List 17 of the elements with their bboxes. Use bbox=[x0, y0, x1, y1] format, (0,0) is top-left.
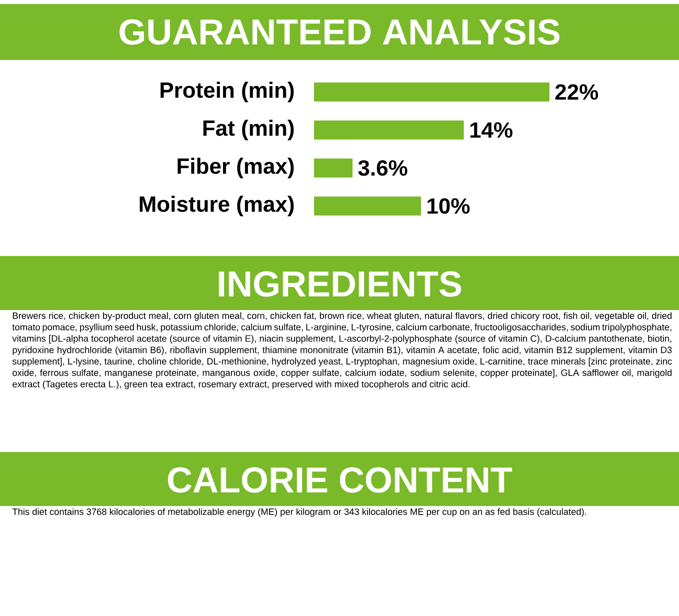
bar bbox=[314, 82, 550, 102]
data-label: 22% bbox=[555, 84, 598, 100]
text: This diet contains 3768 kilocalories of metabolizable energy (ME) per kilogram or 343 kilocalories ME per cup on an as fed basis (calculated). bbox=[12, 508, 586, 517]
bar bbox=[314, 196, 422, 216]
y-tick-label: Moisture (max) bbox=[140, 196, 294, 216]
bar bbox=[314, 120, 464, 140]
y-tick-label: Fiber (max) bbox=[178, 158, 294, 178]
data-label: 3.6% bbox=[358, 160, 408, 176]
y-tick-label: Protein (min) bbox=[160, 82, 294, 102]
data-label: 14% bbox=[470, 122, 512, 138]
text: CALORIE CONTENT bbox=[168, 467, 512, 493]
bar bbox=[314, 158, 353, 178]
chart-title: GUARANTEED ANALYSIS bbox=[120, 19, 560, 45]
text: Brewers rice, chicken by-product meal, corn gluten meal, corn, chicken fat, brown rice, wheat gluten, natural flavors, dried chicory root, fish oil, vegetable oil, dried tomato pomace, psyllium seed husk, potassium chloride, calcium sulfate, L-arginine, L-tyrosine, calcium carbonate, fructooligosaccharides, sodium tripolyphosphate, vitamins [DL-alpha tocopherol acetate (source of vitamin E), niacin supplement, L-ascorbyl-2-polyphosphate (source of vitamin C), D-calcium pantothenate, biotin, pyridoxine hydrochloride (vitamin B6), riboflavin supplement, thiamine mononitrate (vitamin B1), vitamin A acetate, folic acid, vitamin B12 supplement, vitamin D3 supplement], L-lysine, taurine, choline chloride, DL-methionine, hydrolyzed yeast, L-tryptophan, magnesium oxide, L-carnitine, trace minerals [zinc proteinate, zinc oxide, ferrous sulfate, manganese proteinate, manganous oxide, copper sulfate, calcium iodate, sodium selenite, copper proteinate], GLA safflower oil, marigold extract (Tagetes erecta L.), green tea extract, rosemary extract, preserved with mixed tocopherols and citric acid. bbox=[12, 312, 672, 390]
data-label: 10% bbox=[428, 198, 470, 214]
y-tick-label: Fat (min) bbox=[203, 120, 294, 140]
text: INGREDIENTS bbox=[218, 271, 462, 297]
